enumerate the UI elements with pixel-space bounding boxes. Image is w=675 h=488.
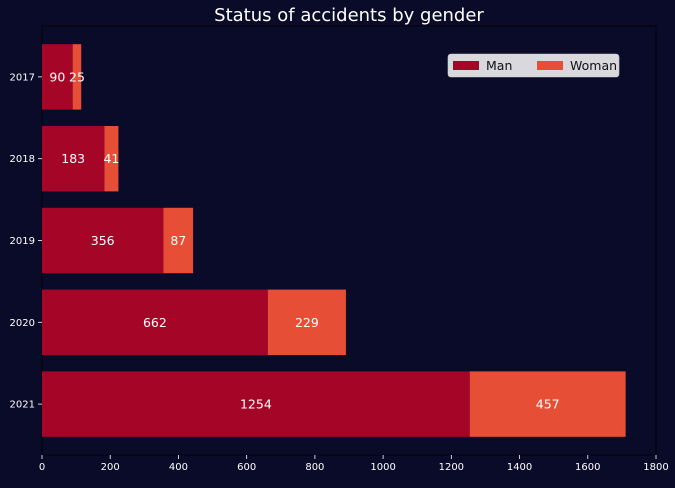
x-tick-label: 1400 — [507, 462, 532, 473]
chart-title: Status of accidents by gender — [214, 5, 484, 26]
bar-label-woman-2019: 87 — [170, 233, 186, 248]
legend-label-woman: Woman — [570, 58, 617, 73]
x-tick-label: 600 — [237, 462, 256, 473]
x-tick-label: 800 — [305, 462, 324, 473]
legend-swatch-woman — [537, 61, 563, 70]
x-tick-label: 1800 — [643, 462, 668, 473]
y-tick-label: 2021 — [10, 400, 35, 411]
bar-woman-2018 — [104, 125, 119, 192]
legend-label-man: Man — [486, 58, 512, 73]
x-tick-label: 400 — [169, 462, 188, 473]
y-tick-label: 2018 — [10, 154, 35, 165]
y-tick-label: 2019 — [10, 236, 35, 247]
bar-man-2018 — [42, 125, 105, 192]
bar-woman-2021 — [469, 371, 626, 437]
bar-label-man-2021: 1254 — [240, 397, 272, 412]
bar-man-2019 — [42, 207, 164, 274]
bar-label-man-2020: 662 — [143, 315, 167, 330]
x-tick-label: 0 — [39, 462, 45, 473]
bar-label-woman-2021: 457 — [536, 397, 560, 412]
x-tick-label: 200 — [101, 462, 120, 473]
bar-label-woman-2020: 229 — [295, 315, 319, 330]
x-tick-label: 1600 — [575, 462, 600, 473]
bar-man-2017 — [42, 44, 73, 110]
legend-box — [447, 53, 620, 78]
y-tick-label: 2020 — [10, 318, 35, 329]
x-tick-label: 1200 — [439, 462, 464, 473]
bar-label-woman-2017: 25 — [69, 69, 85, 84]
bar-man-2021 — [42, 371, 470, 437]
bar-label-woman-2018: 41 — [103, 151, 119, 166]
bar-woman-2020 — [267, 289, 346, 356]
bar-label-man-2018: 183 — [61, 151, 85, 166]
bar-woman-2019 — [163, 207, 194, 274]
bar-woman-2017 — [72, 44, 82, 110]
y-tick-label: 2017 — [10, 72, 35, 83]
bar-label-man-2019: 356 — [91, 233, 115, 248]
legend-swatch-man — [453, 61, 479, 70]
x-tick-label: 1000 — [370, 462, 395, 473]
bar-label-man-2017: 90 — [49, 69, 65, 84]
legend: Man Woman — [447, 53, 620, 78]
bar-man-2020 — [42, 289, 268, 356]
